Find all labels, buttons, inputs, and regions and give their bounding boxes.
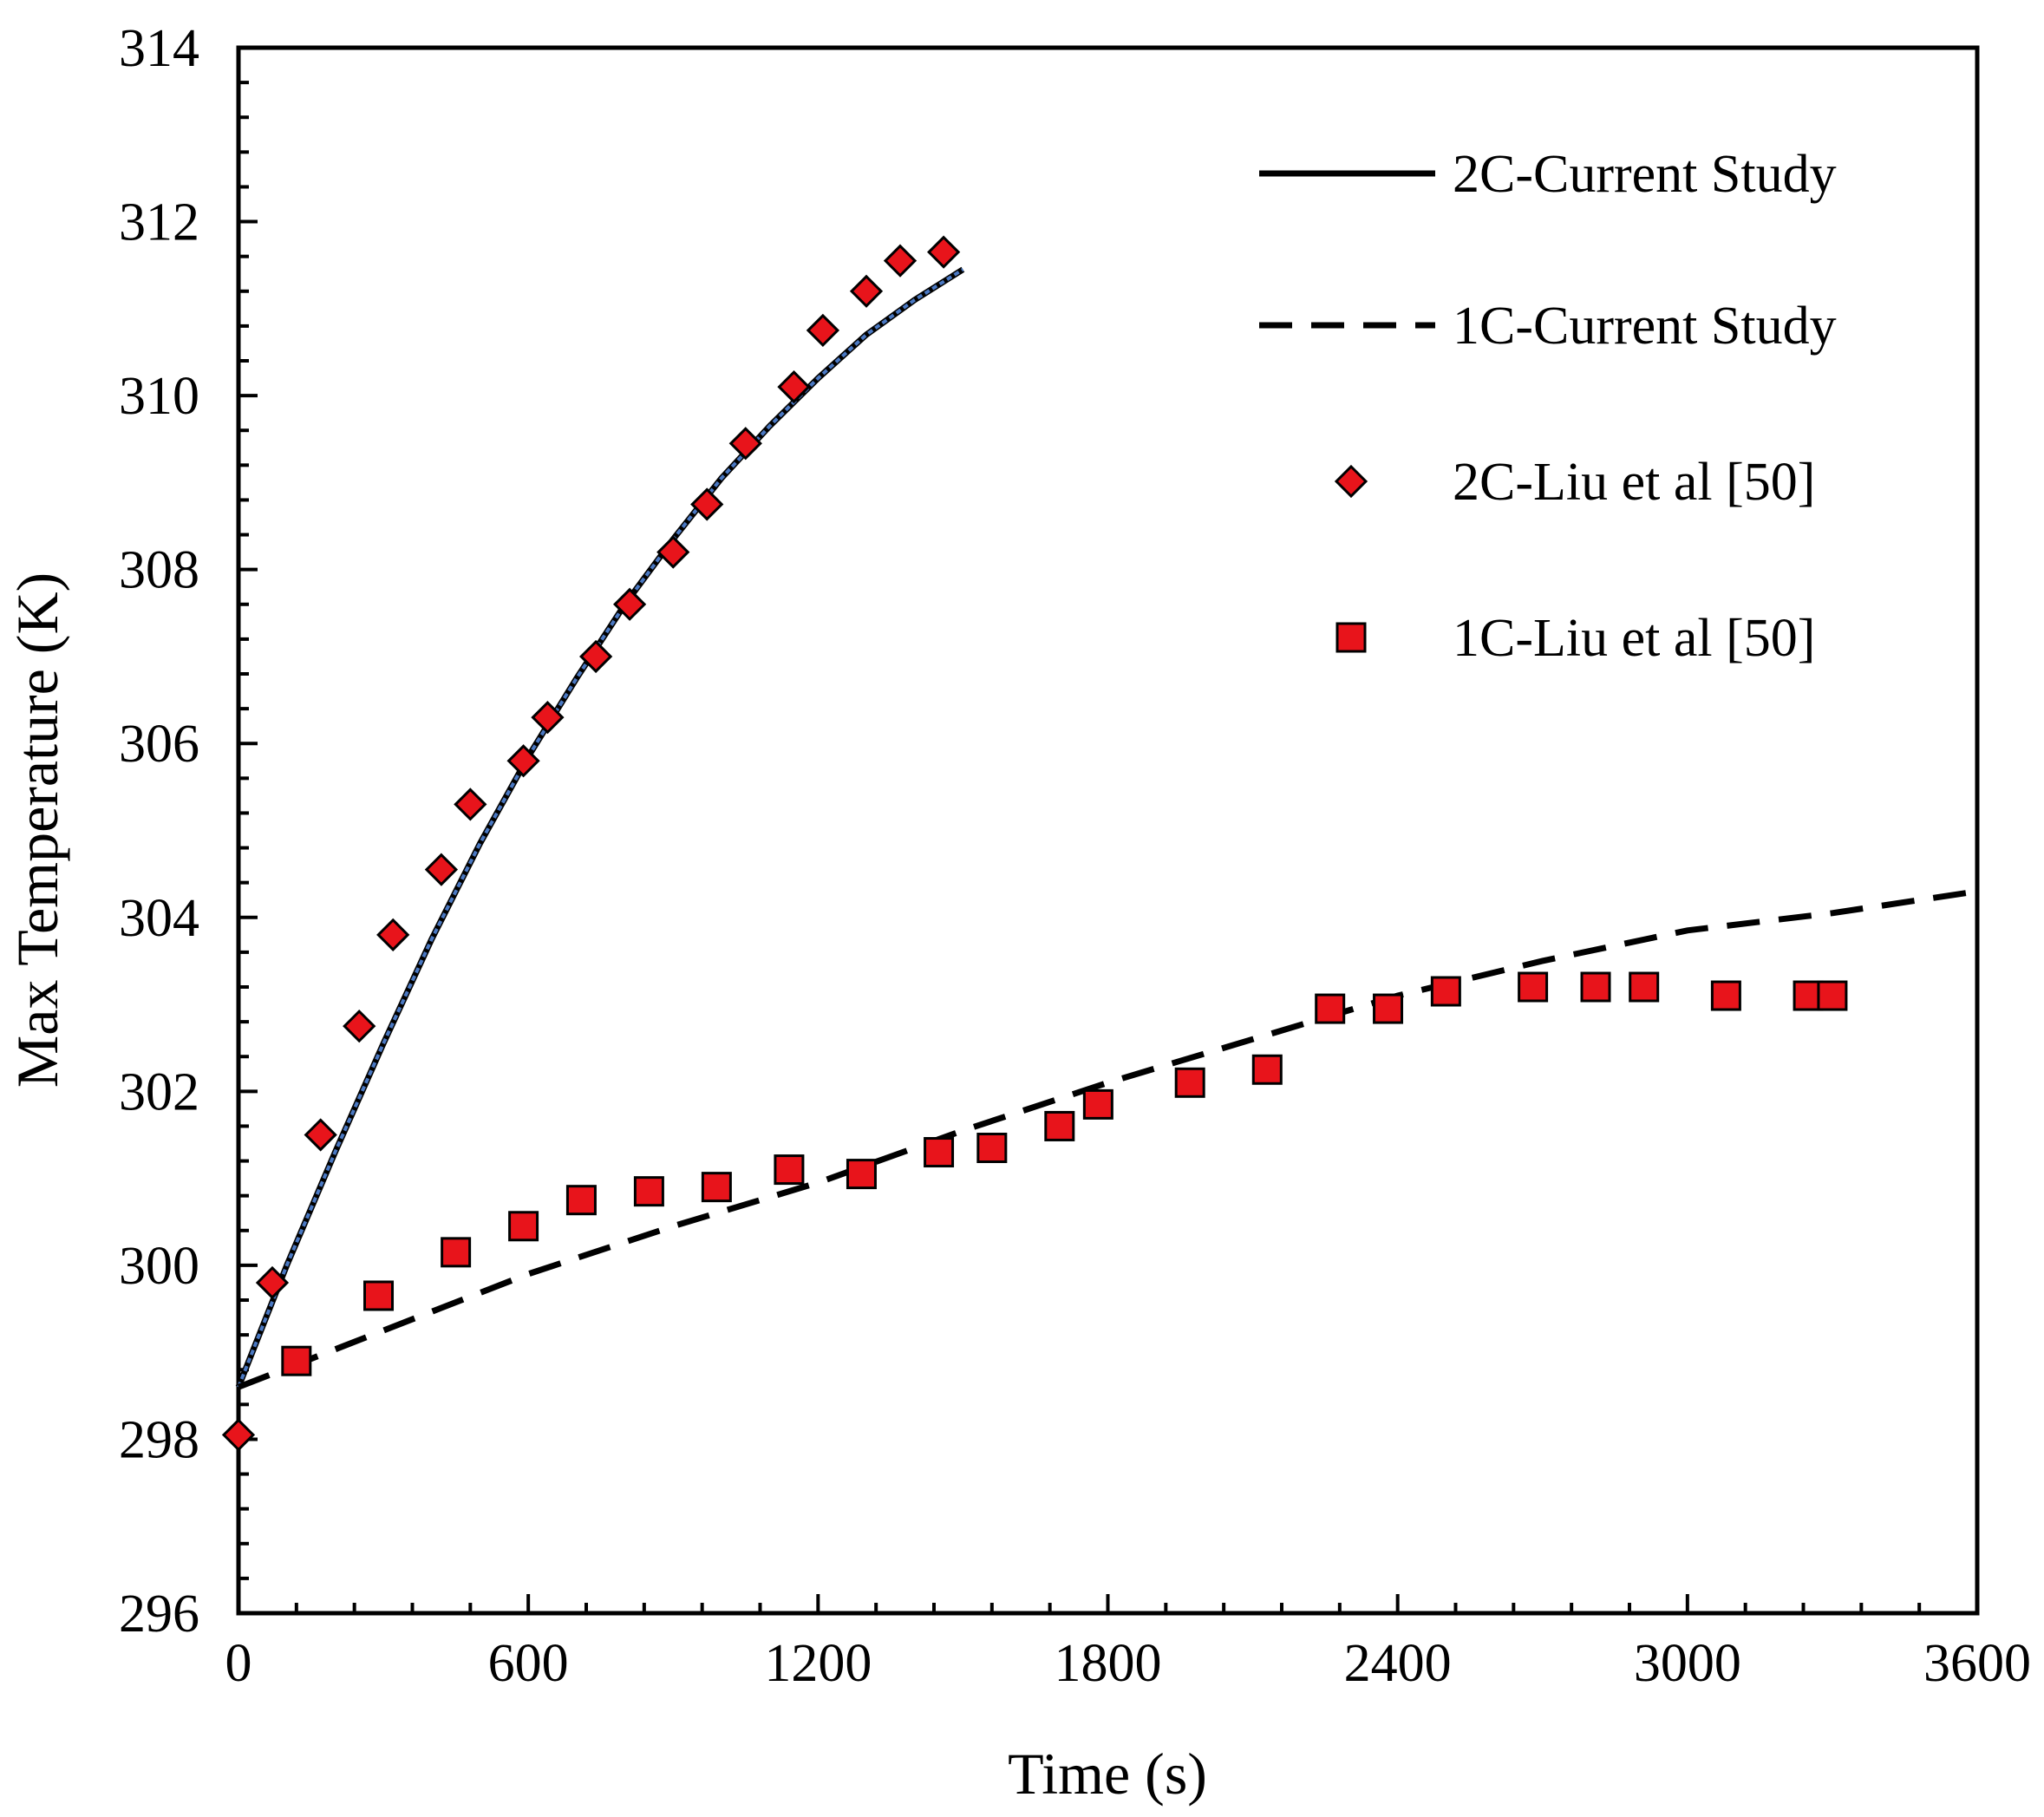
data-point-square: [1044, 1110, 1075, 1141]
data-point-square: [508, 1211, 539, 1242]
data-point-diamond: [221, 1418, 256, 1452]
y-tick-label: 314: [119, 19, 199, 78]
legend-label: 1C-Current Study: [1453, 297, 1837, 356]
x-tick-label: 1800: [1055, 1634, 1162, 1693]
data-point-square: [1817, 980, 1848, 1011]
x-tick-label: 0: [225, 1634, 252, 1693]
data-point-square: [1629, 971, 1660, 1003]
data-point-square: [1710, 980, 1741, 1011]
data-point-diamond: [255, 1265, 290, 1300]
data-point-square: [1430, 976, 1461, 1007]
y-tick-label: 296: [119, 1585, 199, 1644]
y-tick-label: 300: [119, 1237, 199, 1296]
data-point-square: [846, 1159, 877, 1190]
data-point-square: [1082, 1088, 1113, 1120]
data-point-square: [363, 1280, 395, 1311]
legend-label: 2C-Liu et al [50]: [1453, 453, 1815, 512]
data-point-square: [1373, 993, 1404, 1024]
data-point-diamond: [777, 369, 811, 404]
legend-label: 1C-Liu et al [50]: [1453, 609, 1815, 668]
y-axis: 296 298 300 302 304 306 308 310 312 314: [119, 19, 258, 1644]
data-point-diamond: [454, 788, 487, 821]
x-tick-label: 1200: [764, 1634, 872, 1693]
series-line-1c-current-study: [237, 888, 1978, 1390]
data-point-square: [1518, 971, 1549, 1003]
data-point-diamond: [728, 427, 762, 461]
data-point-diamond: [424, 853, 459, 886]
data-point-square: [976, 1133, 1008, 1164]
data-point-diamond: [927, 235, 961, 269]
data-point-diamond: [304, 1118, 337, 1152]
data-point-square: [1580, 971, 1611, 1003]
y-axis-title: Max Temperature (K): [4, 572, 70, 1088]
y-tick-label: 306: [119, 715, 199, 774]
legend-swatch-diamond: [1334, 464, 1368, 499]
data-point-square: [633, 1176, 664, 1207]
data-point-diamond: [531, 701, 565, 735]
x-tick-label: 3600: [1923, 1634, 2031, 1693]
data-point-diamond: [613, 587, 647, 621]
x-tick-label: 600: [488, 1634, 569, 1693]
series-overlay-line-2c-current-study: [237, 268, 964, 1389]
data-point-square: [701, 1172, 732, 1203]
x-tick-label: 3000: [1634, 1634, 1741, 1693]
plot-area: [236, 45, 1980, 1616]
x-tick-label: 2400: [1344, 1634, 1452, 1693]
data-point-diamond: [506, 744, 540, 778]
data-point-square: [281, 1345, 312, 1376]
y-tick-label: 304: [119, 889, 199, 948]
data-point-diamond: [690, 487, 724, 521]
y-tick-label: 310: [119, 367, 199, 426]
y-tick-label: 298: [119, 1410, 199, 1469]
data-point-square: [441, 1237, 472, 1268]
x-axis: 0 600 1200 1800 2400 3000 3600: [225, 1594, 2031, 1693]
data-point-square: [1174, 1067, 1205, 1098]
legend: 2C-Current Study 1C-Current Study 2C-Liu e…: [1259, 145, 1837, 668]
data-point-square: [1315, 993, 1346, 1024]
data-point-diamond: [883, 244, 918, 278]
legend-label: 2C-Current Study: [1453, 145, 1837, 204]
data-point-diamond: [849, 274, 884, 308]
y-tick-label: 308: [119, 541, 199, 600]
data-point-diamond: [656, 535, 690, 569]
data-point-square: [924, 1137, 955, 1168]
y-tick-label: 302: [119, 1062, 199, 1121]
y-tick-label: 312: [119, 193, 199, 252]
x-axis-title: Time (s): [1008, 1741, 1207, 1807]
data-point-diamond: [579, 639, 613, 674]
data-point-square: [774, 1154, 805, 1186]
series-layer: [221, 235, 1978, 1452]
legend-swatch-square: [1335, 622, 1367, 653]
data-point-diamond: [343, 1010, 376, 1043]
data-point-square: [565, 1185, 597, 1216]
data-point-diamond: [376, 918, 410, 951]
data-point-square: [1251, 1054, 1283, 1085]
data-point-diamond: [806, 313, 840, 348]
